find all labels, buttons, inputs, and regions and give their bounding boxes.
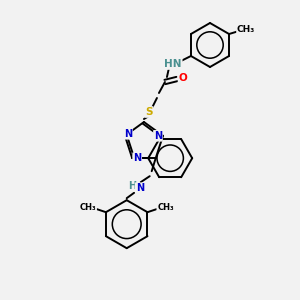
Text: HN: HN: [164, 59, 182, 69]
Text: N: N: [154, 131, 162, 141]
Text: CH₃: CH₃: [80, 203, 96, 212]
Text: O: O: [178, 73, 187, 83]
Text: CH₃: CH₃: [237, 26, 255, 34]
Text: N: N: [136, 183, 144, 193]
Text: CH₃: CH₃: [157, 203, 174, 212]
Text: S: S: [145, 107, 153, 117]
Text: N: N: [124, 129, 132, 139]
Text: H: H: [128, 181, 136, 191]
Text: N: N: [133, 153, 141, 163]
